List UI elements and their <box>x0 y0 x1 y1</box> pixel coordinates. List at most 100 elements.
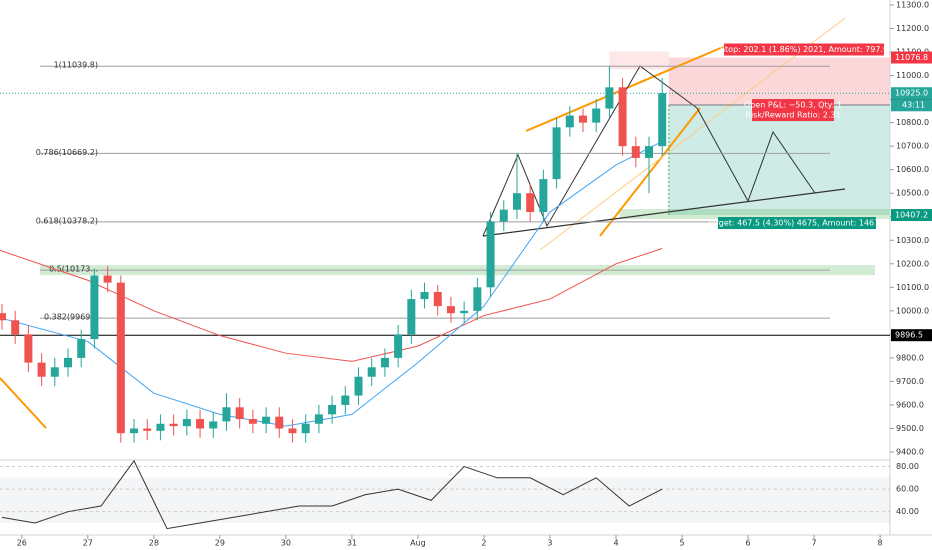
x-tick-label: 30 <box>281 539 291 548</box>
drawings <box>0 17 846 429</box>
candle-body <box>301 423 310 434</box>
candle-body <box>645 146 654 158</box>
candle-body <box>209 421 218 429</box>
y-tick-label: 10200.0 <box>896 259 929 268</box>
candle-body <box>196 419 205 429</box>
candle-body <box>407 299 416 335</box>
y-tick-label: 9600.0 <box>896 400 924 409</box>
price-tag-label: 10407.2 <box>895 211 928 220</box>
candle-body <box>592 108 601 123</box>
candle-body <box>143 428 152 431</box>
target-band <box>619 209 890 220</box>
candle-body <box>380 357 389 368</box>
fib-label: 0.618(10378.2) <box>36 216 98 225</box>
candle-body <box>222 407 231 422</box>
candle-body <box>539 179 548 213</box>
candle-body <box>116 282 125 434</box>
candle-body <box>394 334 403 358</box>
candle-body <box>156 423 165 431</box>
price-tag <box>891 329 932 342</box>
candle-body <box>90 275 99 340</box>
x-tick-label: 2 <box>481 539 486 548</box>
candle-body <box>658 93 667 147</box>
rsi-line <box>1 459 663 530</box>
y-tick-label: 10500.0 <box>896 189 929 198</box>
x-tick-label: Aug <box>410 539 426 548</box>
moving-average <box>0 248 663 362</box>
countdown: 43:11 <box>902 101 925 110</box>
moving-average <box>0 141 663 427</box>
x-tick-label: 29 <box>215 539 225 548</box>
candle-body <box>499 209 508 222</box>
candle-body <box>618 87 627 147</box>
candle-body <box>235 407 244 420</box>
stop_label: Stop: 202.1 (1.86%) 2021, Amount: 797.9 <box>720 45 888 54</box>
rsi-tick-label: 80.00 <box>896 462 919 471</box>
candle-body <box>169 423 178 427</box>
y-tick-label: 9800.0 <box>896 353 924 362</box>
y-tick-label: 10000.0 <box>896 306 929 315</box>
channel-line <box>539 17 846 251</box>
target-zone <box>668 105 890 216</box>
candle-body <box>328 404 337 415</box>
candle-body <box>24 334 33 363</box>
target_label-box <box>718 217 876 230</box>
candle-body <box>288 428 297 434</box>
x-tick-label: 6 <box>746 539 751 548</box>
channel-line <box>599 107 701 237</box>
candle-body <box>275 416 284 429</box>
stop-zone-pale <box>609 51 669 70</box>
y-tick-label: 10600.0 <box>896 165 929 174</box>
price-tag <box>891 51 932 64</box>
candle-body <box>182 419 191 427</box>
candle-body <box>552 127 561 180</box>
y-tick-label: 9400.0 <box>896 448 924 457</box>
candle-body <box>420 292 429 300</box>
y-tick-label: 10800.0 <box>896 118 929 127</box>
price-tag-label: 9896.5 <box>895 331 923 340</box>
y-tick-label: 11300.0 <box>896 1 929 10</box>
rsi-tick-label: 40.00 <box>896 507 919 516</box>
candle-body <box>262 416 271 424</box>
y-tick-label: 11200.0 <box>896 24 929 33</box>
fib-label: 0.5(10173... <box>49 265 98 274</box>
candle-body <box>130 428 139 434</box>
candle-body <box>103 275 112 283</box>
channel-line <box>0 377 47 429</box>
rr_label: Risk/Reward Ratio: 2.31 <box>745 111 840 120</box>
candle-body <box>605 87 614 109</box>
y-tick-label: 10100.0 <box>896 283 929 292</box>
fib-label: 1(11039.8) <box>54 61 98 70</box>
candle-body <box>565 115 574 128</box>
x-tick-label: 7 <box>812 539 817 548</box>
x-tick-label: 8 <box>878 539 883 548</box>
candle-body <box>64 357 73 368</box>
candle-body <box>248 419 257 424</box>
price-tag <box>891 209 932 222</box>
rsi-tick-label: 60.00 <box>896 485 919 494</box>
x-tick-label: 31 <box>347 539 357 548</box>
price-tag-label: 11076.8 <box>895 53 928 62</box>
x-tick-label: 27 <box>83 539 93 548</box>
x-tick-label: 28 <box>149 539 159 548</box>
candle-body <box>367 367 376 377</box>
candle-body <box>578 115 587 123</box>
x-tick-label: 4 <box>613 539 618 548</box>
candle-body <box>314 414 323 424</box>
candle-body <box>512 193 521 210</box>
candle-body <box>631 146 640 158</box>
candle-body <box>11 320 20 335</box>
stop-zone <box>668 57 890 106</box>
fib-label: 0.786(10669.2) <box>36 148 98 157</box>
price-tag-label: 10925.0 <box>895 89 928 98</box>
x-tick-label: 3 <box>547 539 552 548</box>
projection <box>696 107 816 203</box>
rsi-band <box>0 477 890 523</box>
candle-body <box>460 310 469 314</box>
y-tick-label: 10300.0 <box>896 236 929 245</box>
candle-body <box>50 367 59 377</box>
x-tick-label: 5 <box>679 539 684 548</box>
candle-body <box>77 339 86 358</box>
